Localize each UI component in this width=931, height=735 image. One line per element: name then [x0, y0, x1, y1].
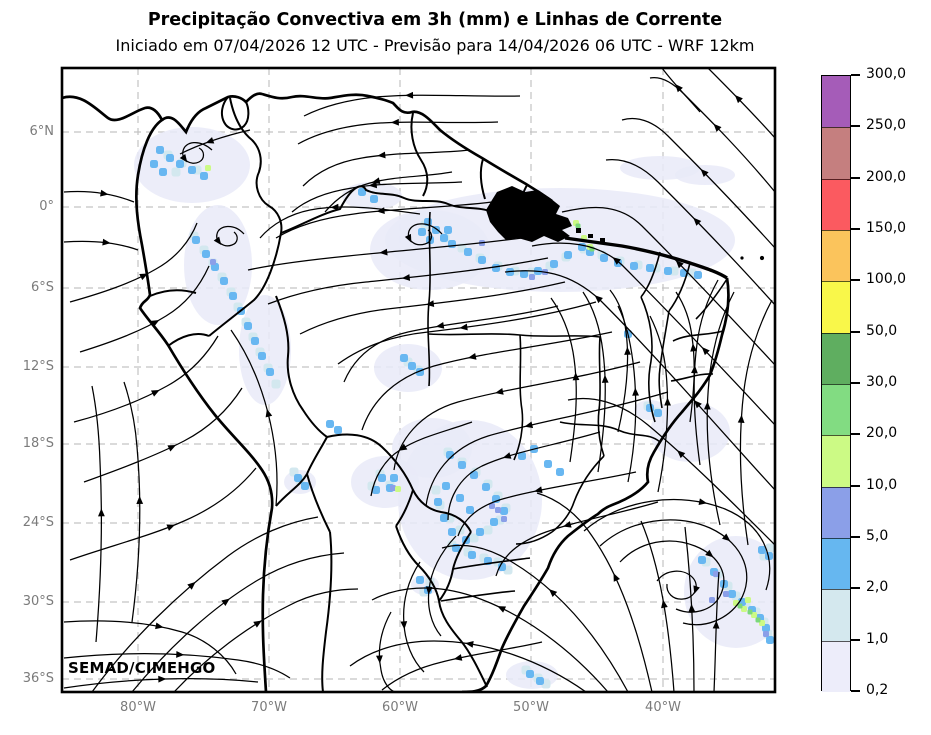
colorbar-segment: [822, 127, 850, 179]
page-title: Precipitação Convectiva em 3h (mm) e Lin…: [147, 10, 723, 30]
colorbar-segment: [822, 589, 850, 641]
colorbar-tick: [851, 484, 860, 487]
colorbar-tick-label: 5,0: [866, 528, 889, 544]
colorbar-segment: [822, 384, 850, 436]
colorbar-segment: [822, 486, 850, 538]
colorbar-tick-label: 300,0: [866, 66, 907, 82]
colorbar-tick: [851, 587, 860, 590]
colorbar-tick-label: 30,0: [866, 374, 898, 390]
lon-tick-label: 70°W: [251, 700, 287, 715]
lat-tick-label: 24°S: [22, 515, 54, 530]
colorbar-tick: [851, 125, 860, 128]
colorbar-tick: [851, 228, 860, 230]
colorbar-segment: [822, 332, 850, 384]
colorbar-tick: [851, 536, 860, 538]
colorbar: [821, 75, 851, 692]
lat-tick-label: 30°S: [22, 594, 54, 609]
colorbar-segment: [822, 435, 850, 487]
map-border: [60, 66, 777, 694]
page-subtitle: Iniciado em 07/04/2026 12 UTC - Previsão…: [115, 36, 755, 55]
colorbar-segment: [822, 281, 850, 333]
colorbar-segment: [822, 76, 850, 128]
lat-tick-label: 18°S: [22, 436, 54, 451]
lon-tick-label: 60°W: [382, 700, 418, 715]
lon-tick-label: 80°W: [120, 700, 156, 715]
colorbar-tick-label: 250,0: [866, 117, 907, 134]
lat-tick-label: 6°S: [30, 280, 54, 295]
coastline: [62, 92, 765, 692]
state-borders: [427, 211, 728, 602]
amazon-delta: [486, 186, 572, 242]
lon-tick-label: 50°W: [513, 700, 549, 715]
credit-label: SEMAD/CIMEHGO: [68, 659, 216, 677]
lat-tick-label: 36°S: [22, 671, 54, 686]
colorbar-tick-label: 2,0: [866, 579, 889, 596]
colorbar-tick-label: 50,0: [866, 322, 898, 339]
colorbar-tick: [851, 279, 860, 282]
colorbar-tick-label: 10,0: [866, 476, 898, 493]
colorbar-tick: [851, 690, 860, 692]
colorbar-segment: [822, 178, 850, 230]
colorbar-segment: [822, 640, 850, 692]
colorbar-tick: [851, 382, 860, 384]
country-borders: [149, 97, 528, 692]
colorbar-tick: [851, 74, 860, 76]
colorbar-tick-label: 200,0: [866, 168, 907, 185]
colorbar-tick: [851, 176, 860, 179]
streamline-arrowheads: [98, 84, 745, 683]
colorbar-tick-label: 150,0: [866, 220, 907, 236]
colorbar-tick-label: 0,2: [866, 682, 889, 698]
precipitation-shading: [134, 127, 775, 689]
colorbar-tick-label: 1,0: [866, 630, 889, 647]
lon-tick-label: 40°W: [645, 700, 681, 715]
colorbar-tick-label: 100,0: [866, 271, 907, 288]
colorbar-tick: [851, 638, 860, 641]
colorbar-tick: [851, 330, 860, 333]
colorbar-segment: [822, 538, 850, 590]
colorbar-tick: [851, 433, 860, 436]
colorbar-tick-label: 20,0: [866, 425, 898, 442]
lat-tick-label: 12°S: [22, 359, 54, 374]
colorbar-segment: [822, 230, 850, 282]
lat-tick-label: 0°: [39, 199, 54, 214]
lat-tick-label: 6°N: [29, 124, 55, 139]
